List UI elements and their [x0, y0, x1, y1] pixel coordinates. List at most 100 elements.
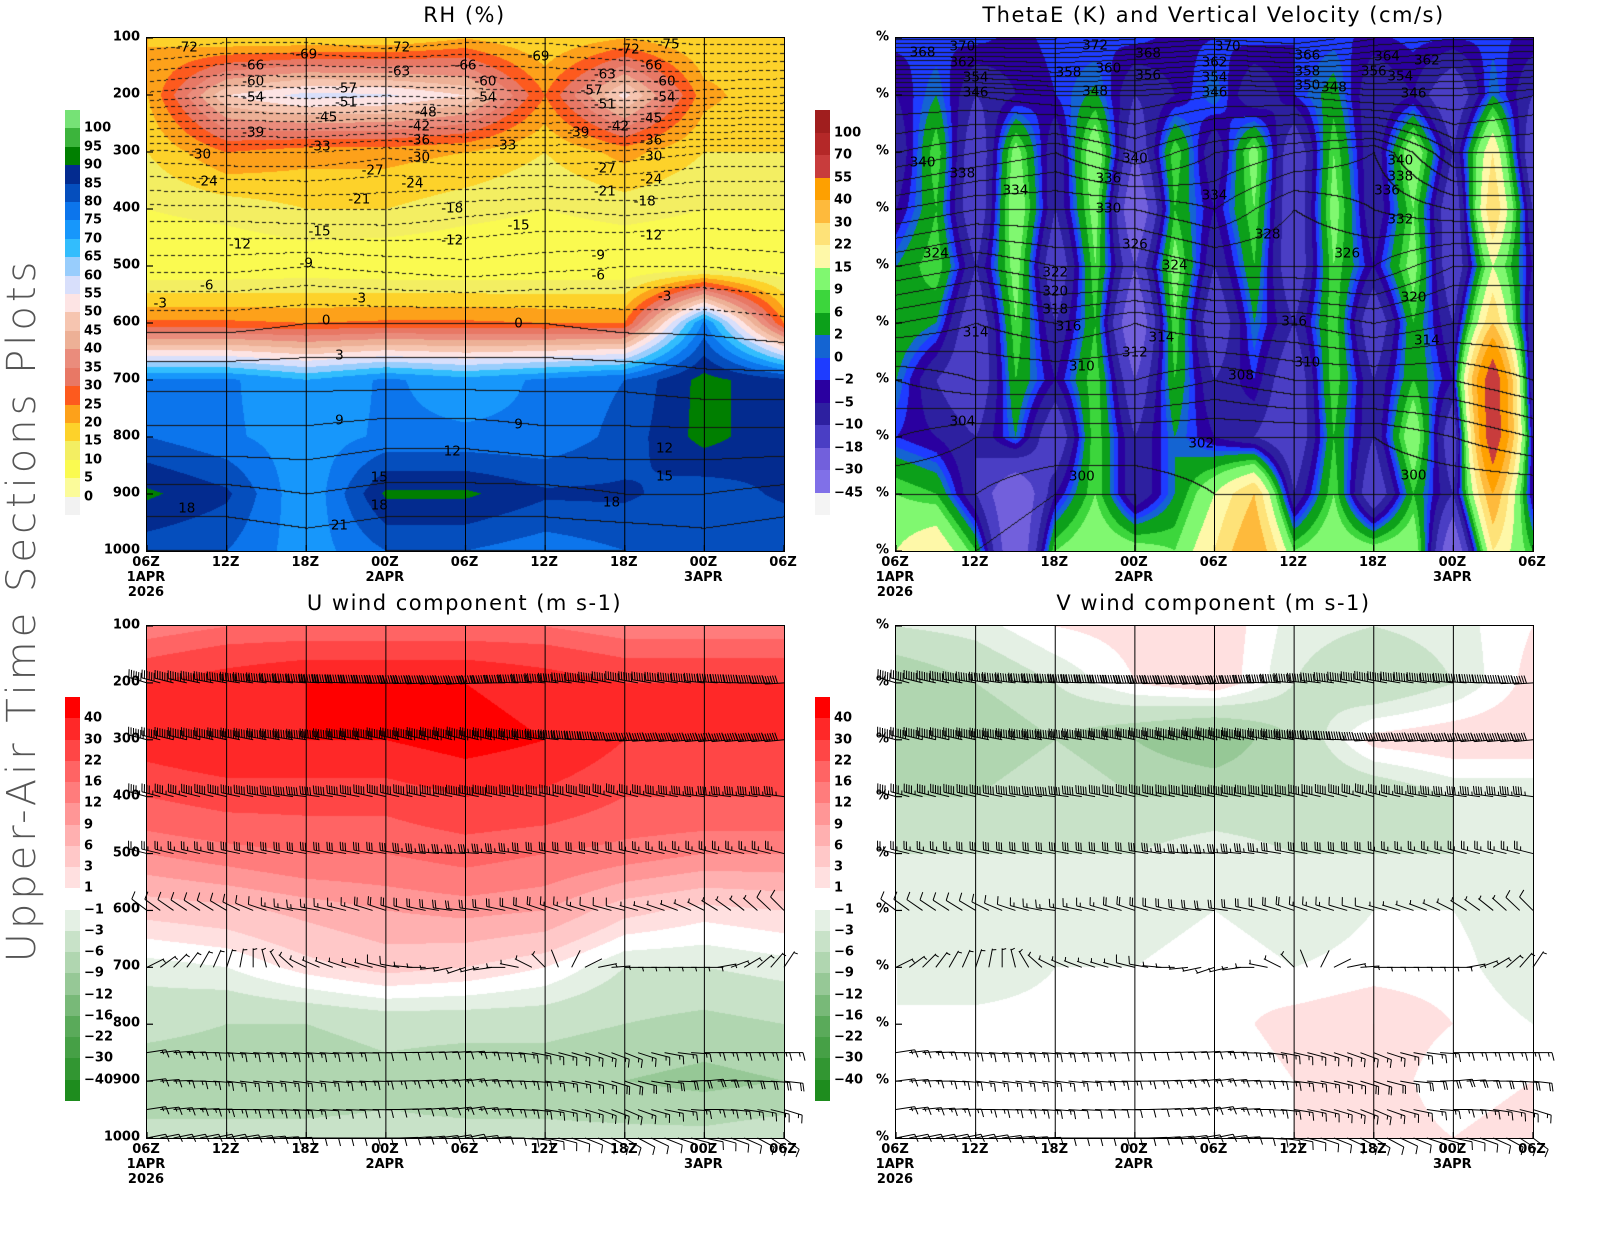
contour-label: -27 — [593, 160, 616, 177]
wind-barb — [1227, 1134, 1251, 1144]
colorbar-swatch: 75 — [65, 202, 102, 228]
wind-barb — [485, 898, 506, 911]
wind-barb — [698, 840, 718, 855]
wind-barb — [167, 727, 188, 741]
colorbar-label: 40 — [834, 192, 853, 208]
y-tick-label: 400 — [112, 788, 140, 804]
wind-barb — [1034, 673, 1056, 684]
wind-barb — [385, 1052, 408, 1061]
wind-barb — [1373, 1052, 1392, 1068]
wind-barb — [1022, 898, 1043, 911]
contour-label: 3 — [335, 347, 344, 364]
wind-barb — [1035, 728, 1056, 741]
wind-barb — [486, 963, 506, 968]
wind-barb — [1247, 727, 1268, 741]
wind-barb — [1450, 897, 1467, 911]
wind-barb — [313, 898, 333, 911]
wind-barb — [1307, 1137, 1327, 1152]
colorbar-swatch: 95 — [65, 128, 102, 154]
wind-barb — [982, 784, 1003, 798]
colorbar-label: −16 — [834, 1008, 863, 1024]
wind-barb — [431, 899, 453, 911]
colorbar-swatch: 55 — [815, 155, 852, 185]
contour-label: 368 — [1135, 45, 1162, 62]
wind-barb — [472, 898, 493, 911]
wind-barb — [261, 947, 267, 968]
wind-barb — [141, 840, 161, 855]
contour-label: 328 — [1254, 226, 1281, 243]
wind-barb — [266, 1080, 287, 1092]
x-tick-label: 12Z — [960, 1142, 989, 1157]
x-tick-label: 00Z 2APR — [1114, 1142, 1154, 1172]
contour-label: 366 — [1294, 47, 1321, 64]
wind-barb — [332, 1109, 354, 1119]
wind-barb — [722, 674, 745, 684]
wind-barb — [273, 728, 294, 741]
colorbar-label: −18 — [834, 440, 863, 455]
wind-barb — [1422, 899, 1441, 911]
wind-barb — [730, 1137, 750, 1153]
wind-barb — [1466, 963, 1487, 969]
wind-barb — [968, 671, 989, 684]
colorbar-label: 12 — [84, 795, 103, 811]
colorbar-label: 55 — [834, 170, 853, 185]
wind-barb — [499, 959, 519, 968]
contour-label: 314 — [1148, 329, 1175, 346]
wind-barb — [948, 950, 962, 968]
colorbar-swatch: −30 — [815, 1037, 863, 1066]
wind-barb — [744, 1109, 765, 1121]
contour-label: -12 — [640, 227, 663, 244]
wind-barb — [1327, 671, 1348, 684]
colorbar-swatch: −40 — [815, 1058, 863, 1087]
colorbar-swatch: 90 — [65, 146, 102, 173]
colorbar-label: 30 — [84, 732, 103, 747]
wind-barb — [326, 841, 347, 855]
contour-label: 354 — [962, 69, 989, 86]
colorbar-swatch: −9 — [815, 952, 854, 981]
wind-barb — [253, 1109, 275, 1119]
colorbar-label: 9 — [84, 817, 94, 832]
y-tick-label: % — [875, 371, 889, 387]
colorbar-swatch: 85 — [65, 165, 102, 191]
wind-barb — [877, 840, 897, 855]
wind-barb — [418, 843, 440, 855]
colorbar-label: −30 — [84, 1050, 113, 1066]
wind-barb — [1373, 1137, 1391, 1156]
wind-barb — [550, 949, 559, 968]
wind-barb — [1512, 785, 1534, 798]
colorbar-swatch: 3 — [815, 845, 843, 875]
contour-label: -60 — [653, 73, 676, 90]
wind-barb — [1453, 966, 1473, 972]
wind-barb — [909, 1133, 932, 1142]
wind-barb — [645, 841, 665, 855]
wind-barb — [359, 1109, 381, 1119]
wind-barb — [1142, 897, 1162, 911]
colorbar-label: 6 — [834, 305, 844, 320]
wind-barb — [1287, 841, 1308, 855]
wind-barb — [1360, 1052, 1379, 1068]
wind-barb — [1022, 841, 1043, 855]
wind-barb — [1259, 673, 1281, 684]
contour-label: 15 — [655, 468, 674, 485]
wind-barb — [319, 1052, 341, 1063]
wind-barb — [339, 727, 360, 741]
wind-barb — [908, 955, 928, 968]
wind-barb — [637, 1080, 657, 1095]
contour-label: -72 — [617, 41, 640, 58]
colorbar-label: −2 — [834, 372, 854, 388]
colorbar-swatch: 100 — [815, 110, 861, 140]
wind-barb — [762, 675, 785, 685]
wind-barb — [584, 1137, 604, 1154]
wind-barb — [988, 948, 997, 968]
wind-barb — [1393, 671, 1414, 684]
wind-barb — [1400, 966, 1420, 972]
contour-label: -30 — [189, 146, 212, 163]
wind-barb — [511, 842, 532, 855]
wind-barb — [742, 894, 758, 911]
contour-label: 312 — [1121, 344, 1148, 361]
wind-barb — [1002, 1109, 1024, 1119]
wind-barb — [916, 783, 936, 798]
colorbar-swatch: −30 — [815, 447, 863, 478]
wind-barb — [180, 670, 201, 684]
wind-barb — [1426, 1109, 1448, 1121]
